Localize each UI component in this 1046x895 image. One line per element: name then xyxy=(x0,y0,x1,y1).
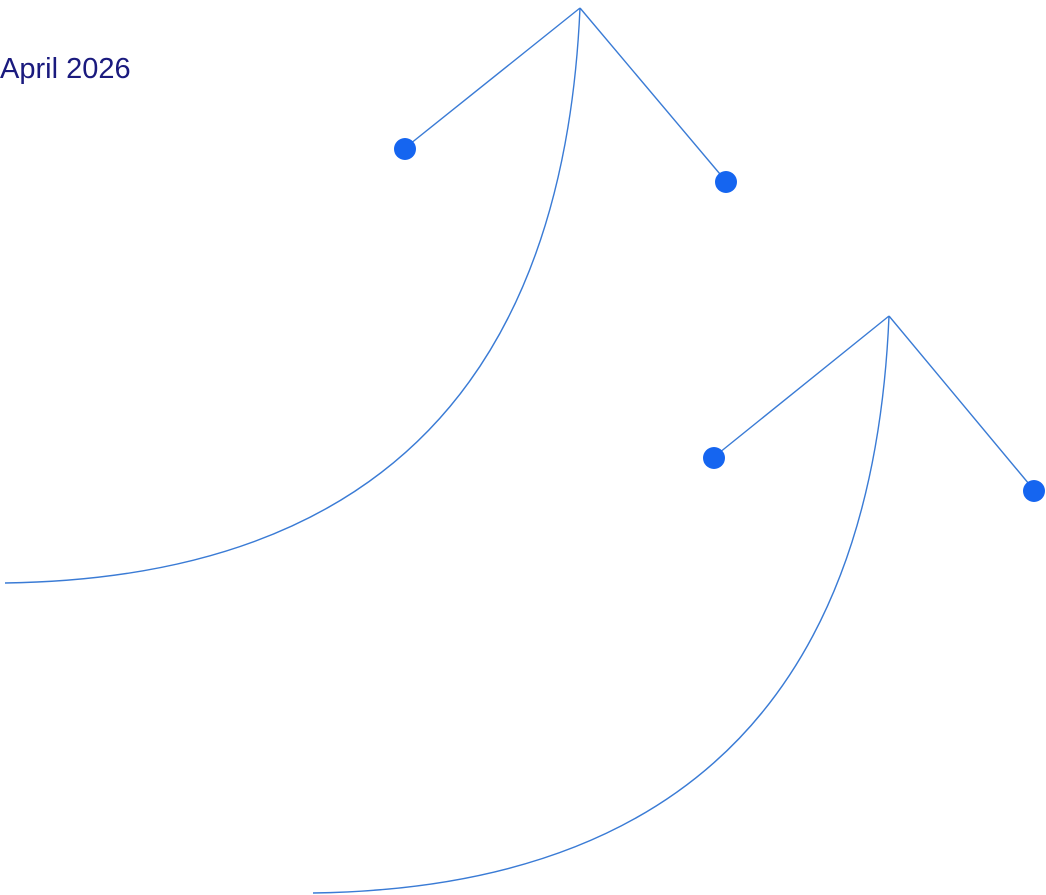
upper-left-branch xyxy=(404,7,581,149)
lower-motif xyxy=(312,315,1045,894)
upper-left-node[interactable] xyxy=(394,138,416,160)
upper-arc xyxy=(4,7,581,584)
lower-arc xyxy=(312,315,890,894)
date-label: April 2026 xyxy=(0,53,131,85)
lower-right-node[interactable] xyxy=(1023,480,1045,502)
lower-left-node[interactable] xyxy=(703,447,725,469)
lower-left-branch xyxy=(713,315,890,458)
upper-motif xyxy=(4,7,737,584)
lower-right-branch xyxy=(888,315,1035,491)
upper-right-branch xyxy=(579,7,726,181)
upper-right-node[interactable] xyxy=(715,171,737,193)
